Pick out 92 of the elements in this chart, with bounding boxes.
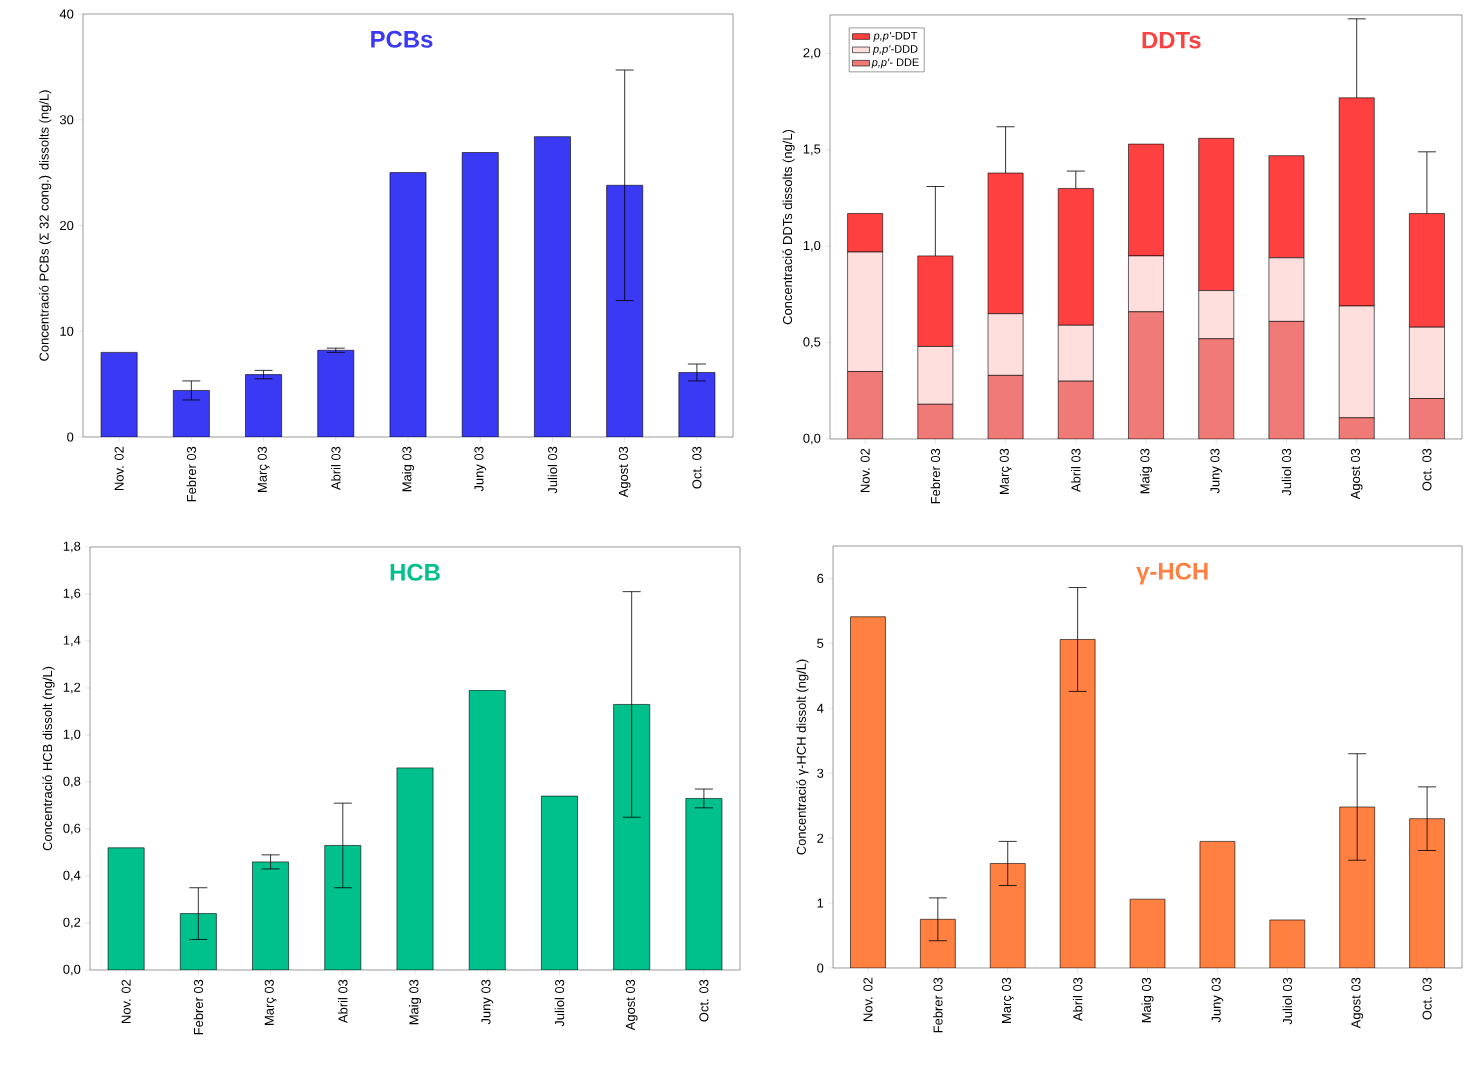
y-tick-label: 1,8	[63, 541, 81, 553]
y-tick-label: 2,0	[803, 48, 821, 59]
y-tick-label: 0,8	[63, 776, 81, 788]
bar	[245, 374, 282, 437]
y-tick-label: 0	[817, 963, 824, 973]
y-tick-label: 0	[67, 432, 74, 442]
y-tick-label: 5	[817, 638, 824, 648]
bar	[107, 847, 145, 970]
x-tick-label: Nov. 02	[863, 977, 873, 1021]
x-tick-label: Juliol 03	[1281, 448, 1292, 496]
bar	[172, 390, 210, 437]
x-tick-label: Abril 03	[331, 446, 341, 491]
legend-label: p,p'- DDE	[871, 58, 919, 69]
y-tick-label: 1,2	[63, 682, 81, 694]
x-tick-label: Març 03	[257, 446, 270, 492]
x-tick-label: Agost 03	[1350, 448, 1363, 500]
x-tick-label: Maig 03	[408, 979, 422, 1025]
x-tick-label: Nov. 02	[114, 446, 124, 490]
y-tick-label: 3	[817, 768, 824, 778]
x-tick-label: Juliol 03	[547, 446, 558, 494]
legend-label: p,p'-DDT	[873, 31, 918, 42]
x-tick-label: Oct. 03	[1422, 448, 1432, 491]
text: γ-HCH	[1136, 562, 1208, 585]
y-tick-label: 0,0	[803, 433, 821, 445]
y-axis-title: Concentració DDTs dissolts (ng/L)	[782, 129, 795, 325]
x-tick-label: Juliol 03	[554, 979, 565, 1027]
y-tick-label: 4	[816, 703, 824, 713]
bar	[317, 349, 355, 437]
bar	[606, 184, 644, 437]
x-tick-label: Nov. 02	[121, 979, 131, 1023]
y-tick-label: 1,5	[803, 144, 821, 156]
x-tick-label: Agost 03	[625, 979, 638, 1031]
y-tick-label: 0,4	[63, 870, 81, 882]
x-tick-label: Abril 03	[1071, 448, 1081, 493]
x-tick-label: Març 03	[999, 448, 1012, 494]
text: DDTs	[1142, 31, 1201, 49]
x-tick-label: Febrer 03	[193, 979, 204, 1035]
y-tick-label: 1,0	[63, 729, 81, 741]
bar	[685, 798, 723, 970]
x-tick-label: Oct. 03	[699, 979, 709, 1022]
bar	[461, 152, 499, 437]
y-axis-title: Concentració HCB dissolt (ng/L)	[42, 666, 55, 851]
bar	[252, 861, 289, 970]
y-tick-label: 40	[59, 9, 74, 19]
x-tick-label: Febrer 03	[933, 977, 943, 1033]
x-tick-label: Nov. 02	[860, 448, 870, 492]
x-tick-label: Juny 03	[474, 446, 487, 492]
x-tick-label: Febrer 03	[930, 448, 941, 504]
bar	[468, 690, 506, 970]
x-tick-label: Oct. 03	[692, 446, 702, 489]
y-axis-title: Concentració γ-HCH dissolt (ng/L)	[796, 659, 809, 855]
x-tick-label: Març 03	[264, 979, 277, 1025]
y-tick-label: 1,0	[803, 240, 821, 252]
y-axis-title: Concentració PCBs (Σ 32 cong.) dissolts (ng/L)	[39, 90, 52, 361]
x-tick-label: Maig 03	[1141, 977, 1154, 1023]
text: PCBs	[371, 30, 433, 48]
y-tick-label: 0,5	[803, 337, 821, 348]
y-tick-label: 0,2	[63, 917, 81, 929]
y-tick-label: 10	[60, 326, 74, 336]
y-tick-label: 1,6	[63, 588, 81, 600]
x-tick-label: Maig 03	[1139, 448, 1153, 494]
x-tick-label: Agost 03	[618, 446, 631, 498]
y-tick-label: 0,6	[63, 823, 81, 835]
x-tick-label: Març 03	[1001, 977, 1014, 1023]
y-tick-label: 30	[59, 115, 74, 125]
y-tick-label: 6	[817, 573, 824, 584]
x-tick-label: Abril 03	[338, 979, 348, 1024]
x-tick-label: Juny 03	[481, 979, 494, 1025]
x-tick-label: Juny 03	[1211, 977, 1224, 1023]
bar	[100, 352, 138, 437]
bar	[179, 913, 217, 970]
x-tick-label: Maig 03	[401, 446, 415, 492]
x-tick-label: Agost 03	[1351, 977, 1364, 1029]
x-tick-label: Abril 03	[1072, 977, 1083, 1022]
y-tick-label: 1	[817, 898, 824, 908]
x-tick-label: Oct. 03	[1422, 977, 1432, 1020]
y-tick-label: 20	[60, 220, 74, 231]
x-tick-label: Febrer 03	[186, 446, 197, 502]
bar	[678, 372, 716, 437]
bar	[541, 795, 578, 970]
y-tick-label: 2	[817, 833, 824, 843]
bar	[324, 845, 362, 970]
x-tick-label: Juliol 03	[1282, 977, 1293, 1025]
y-tick-label: 0,0	[63, 964, 81, 976]
bar	[613, 704, 651, 970]
legend-label: p,p'-DDD	[872, 45, 918, 56]
bar	[534, 136, 571, 437]
x-tick-label: Juny 03	[1210, 448, 1223, 494]
bar	[396, 767, 434, 970]
text: HCB	[390, 563, 440, 581]
y-tick-label: 1,4	[63, 635, 81, 647]
bar	[389, 172, 427, 437]
